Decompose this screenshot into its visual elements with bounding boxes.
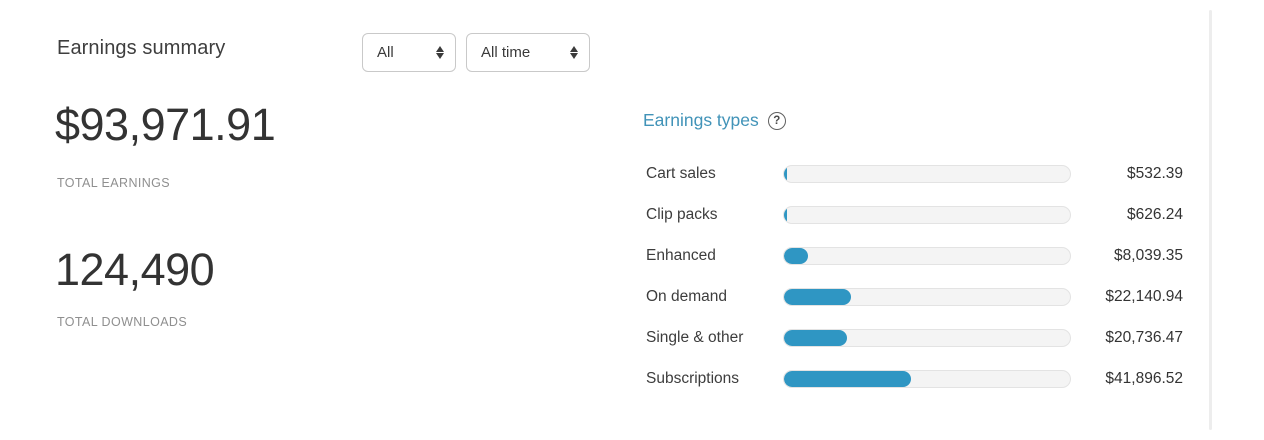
help-question-icon[interactable]: ? <box>767 111 786 130</box>
earnings-type-bar-track <box>783 206 1071 224</box>
page-title: Earnings summary <box>57 37 226 59</box>
earnings-type-amount: $8,039.35 <box>1114 247 1183 264</box>
earnings-type-bar-track <box>783 247 1071 265</box>
select-stepper-icon <box>436 46 444 59</box>
earnings-type-row: Clip packs $626.24 <box>646 204 1183 226</box>
earnings-type-bar-fill <box>784 289 852 305</box>
earnings-type-bar-track <box>783 165 1071 183</box>
earnings-type-list: Cart sales $532.39 Clip packs $626.24 En… <box>646 0 1183 440</box>
earnings-type-row: Single & other $20,736.47 <box>646 327 1183 349</box>
earnings-types-header: Earnings types ? <box>643 110 786 131</box>
earnings-type-amount: $532.39 <box>1126 165 1183 182</box>
earnings-type-label: Clip packs <box>646 206 718 223</box>
earnings-type-label: Enhanced <box>646 247 716 264</box>
earnings-type-bar-track <box>783 329 1071 347</box>
earnings-types-title: Earnings types <box>643 110 759 130</box>
earnings-type-row: Cart sales $532.39 <box>646 163 1183 185</box>
earnings-type-filter-select[interactable]: All <box>362 33 456 72</box>
earnings-type-bar-track <box>783 370 1071 388</box>
total-downloads-label: TOTAL DOWNLOADS <box>57 315 188 329</box>
total-earnings-label: TOTAL EARNINGS <box>57 176 171 190</box>
time-period-filter-select[interactable]: All time <box>466 33 590 72</box>
earnings-type-filter-value: All <box>377 44 394 61</box>
earnings-type-amount: $22,140.94 <box>1105 288 1183 305</box>
select-stepper-icon <box>570 46 578 59</box>
earnings-type-amount: $41,896.52 <box>1105 370 1183 387</box>
earnings-type-label: On demand <box>646 288 727 305</box>
earnings-type-bar-fill <box>784 330 848 346</box>
earnings-type-row: Subscriptions $41,896.52 <box>646 368 1183 390</box>
earnings-type-row: On demand $22,140.94 <box>646 286 1183 308</box>
earnings-type-label: Single & other <box>646 329 744 346</box>
earnings-type-row: Enhanced $8,039.35 <box>646 245 1183 267</box>
vertical-scrollbar[interactable] <box>1209 10 1212 430</box>
earnings-type-label: Subscriptions <box>646 370 740 387</box>
earnings-type-bar-fill <box>784 166 787 182</box>
total-earnings-value: $93,971.91 <box>55 99 276 150</box>
total-downloads-value: 124,490 <box>55 244 215 295</box>
earnings-type-label: Cart sales <box>646 165 716 182</box>
earnings-type-bar-fill <box>784 248 809 264</box>
earnings-type-bar-track <box>783 288 1071 306</box>
earnings-type-amount: $626.24 <box>1126 206 1183 223</box>
time-period-filter-value: All time <box>481 44 531 61</box>
earnings-type-bar-fill <box>784 207 787 223</box>
earnings-type-bar-fill <box>784 371 912 387</box>
earnings-type-amount: $20,736.47 <box>1105 329 1183 346</box>
